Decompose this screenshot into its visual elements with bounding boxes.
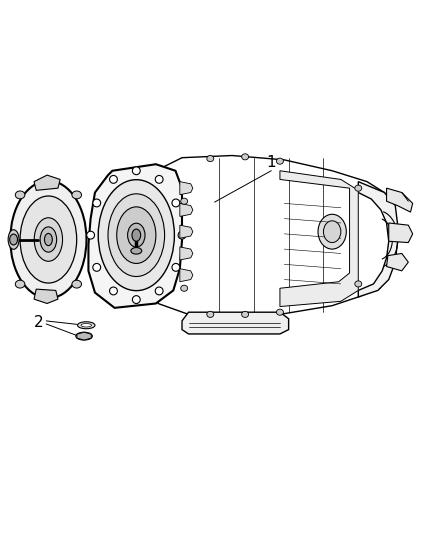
Polygon shape — [387, 254, 408, 271]
Polygon shape — [180, 225, 193, 238]
Ellipse shape — [108, 194, 165, 277]
Ellipse shape — [78, 322, 95, 329]
Polygon shape — [182, 312, 289, 334]
Text: 2: 2 — [34, 314, 43, 330]
Ellipse shape — [318, 214, 346, 249]
Polygon shape — [77, 332, 91, 340]
Ellipse shape — [172, 263, 180, 271]
Ellipse shape — [117, 207, 156, 263]
Ellipse shape — [276, 158, 283, 164]
Ellipse shape — [127, 223, 145, 247]
Ellipse shape — [242, 311, 249, 318]
Ellipse shape — [15, 191, 25, 199]
Ellipse shape — [155, 287, 163, 295]
Ellipse shape — [132, 167, 140, 175]
Ellipse shape — [178, 231, 186, 239]
Polygon shape — [88, 164, 182, 308]
Ellipse shape — [87, 231, 95, 239]
Polygon shape — [180, 204, 193, 216]
Ellipse shape — [110, 287, 117, 295]
Ellipse shape — [76, 332, 92, 340]
Ellipse shape — [132, 229, 141, 241]
Ellipse shape — [276, 309, 283, 315]
Ellipse shape — [20, 196, 77, 283]
Ellipse shape — [72, 191, 81, 199]
Polygon shape — [156, 156, 397, 317]
Ellipse shape — [10, 234, 18, 245]
Ellipse shape — [323, 221, 341, 243]
Text: 1: 1 — [266, 155, 276, 169]
Ellipse shape — [181, 198, 187, 204]
Ellipse shape — [45, 233, 52, 246]
Polygon shape — [34, 289, 58, 303]
Ellipse shape — [81, 324, 92, 327]
Ellipse shape — [11, 181, 86, 298]
Ellipse shape — [181, 285, 187, 292]
Ellipse shape — [355, 281, 362, 287]
Polygon shape — [387, 188, 413, 212]
Polygon shape — [34, 175, 60, 190]
Ellipse shape — [131, 247, 142, 254]
Ellipse shape — [132, 296, 140, 303]
Ellipse shape — [15, 280, 25, 288]
Ellipse shape — [242, 154, 249, 160]
Ellipse shape — [172, 199, 180, 207]
Ellipse shape — [207, 156, 214, 161]
Ellipse shape — [72, 280, 81, 288]
Ellipse shape — [355, 185, 362, 191]
Polygon shape — [389, 223, 413, 243]
Ellipse shape — [98, 180, 174, 290]
Ellipse shape — [93, 199, 101, 207]
Ellipse shape — [110, 175, 117, 183]
Polygon shape — [358, 182, 397, 297]
Polygon shape — [180, 182, 193, 195]
Polygon shape — [180, 247, 193, 260]
Ellipse shape — [207, 311, 214, 318]
Ellipse shape — [40, 227, 57, 252]
Ellipse shape — [155, 175, 163, 183]
Ellipse shape — [93, 263, 101, 271]
Polygon shape — [180, 269, 193, 282]
Ellipse shape — [34, 218, 63, 261]
Ellipse shape — [8, 230, 19, 249]
Polygon shape — [280, 171, 358, 306]
